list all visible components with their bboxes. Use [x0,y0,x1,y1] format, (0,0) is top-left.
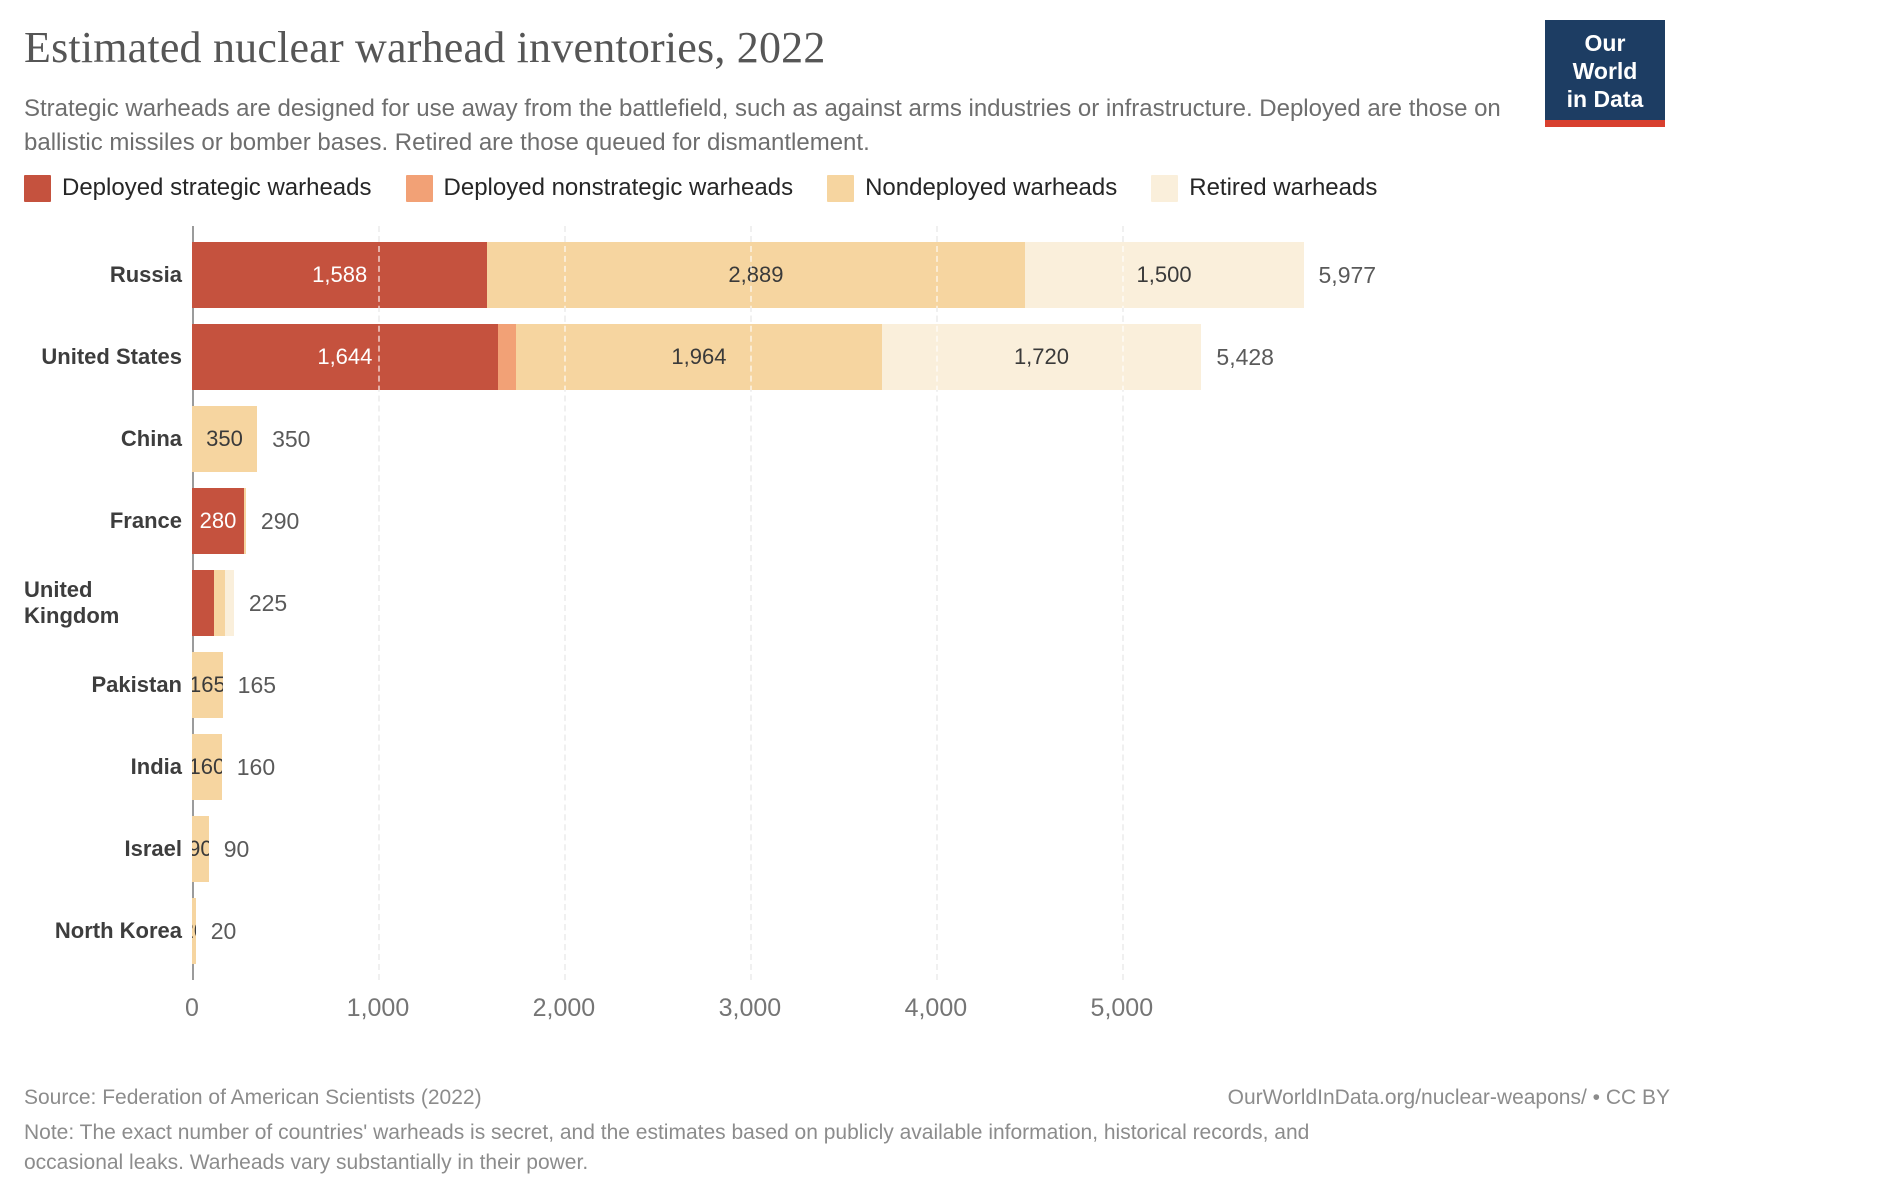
x-tick-label-2000: 2,000 [532,994,596,1022]
x-tick-label-3000: 3,000 [718,994,782,1022]
bar-segment-united-states-deployed_strategic: 1,644 [192,324,498,390]
bar-segment-value: 1,588 [312,262,368,287]
legend-item-deployed-0: Deployed strategic warheads [24,174,372,202]
country-label-united-states: United States [41,344,182,369]
bar-segment-united-kingdom-nondeployed [214,570,226,636]
bar-segment-united-states-nondeployed: 1,964 [516,324,882,390]
x-tick-label-0: 0 [185,994,199,1022]
chart-subtitle: Strategic warheads are designed for use … [24,95,1501,157]
bar-segment-china-nondeployed: 350 [192,406,258,472]
country-label-pakistan: Pakistan [91,672,183,697]
legend-label-retired: Retired warheads [1189,174,1378,201]
country-label-united-kingdom: United Kingdom [24,577,120,628]
chart-title: Estimated nuclear warhead inventories, 2… [24,23,826,72]
bar-segment-india-nondeployed: 160 [192,734,222,800]
bar-row-france: 280 [192,488,246,554]
bar-segment-united-states-retired: 1,720 [881,324,1202,390]
legend-swatch-deployed_strategic [24,174,51,202]
bar-segment-value: 165 [192,672,223,697]
legend-item-deployed-1: Deployed nonstrategic warheads [405,174,794,202]
footer-source: Source: Federation of American Scientist… [24,1086,482,1109]
bar-segment-value: 350 [206,426,243,451]
country-label-india: India [130,754,182,779]
bar-row-pakistan: 165 [192,652,223,718]
x-tick-label-4000: 4,000 [904,994,968,1022]
bar-segment-value: 90 [192,836,209,861]
bar-row-north-korea: 20 [192,898,196,964]
owid-logo-line2: in Data [1566,86,1644,113]
bar-segment-value: 1,644 [317,344,373,369]
bar-segment-value: 280 [199,508,237,533]
country-label-china: China [120,426,182,451]
legend-swatch-nondeployed [827,174,855,202]
bar-row-russia: 1,588 2,889 1,500 [192,242,1304,308]
bar-total-china: 350 [272,425,311,452]
legend-swatch-deployed_nonstrategic [405,174,433,202]
bar-segment-value: 20 [192,918,196,944]
bar-segment-value: 2,889 [728,262,784,287]
bar-segment-israel-nondeployed: 90 [192,816,209,882]
x-tick-label-1000: 1,000 [346,994,410,1022]
country-label-north-korea: North Korea [54,918,182,943]
bar-total-pakistan: 165 [237,671,277,698]
legend: Deployed strategic warheads Deployed nons… [24,174,1411,202]
bar-row-united-states: 1,644 1,964 1,720 [192,324,1202,390]
legend-label-deployed_strategic: Deployed strategic warheads [62,174,372,201]
owid-logo-line1: Our World [1572,30,1638,85]
owid-logo: Our World in Data [1545,20,1665,128]
bar-segment-united-kingdom-deployed_strategic [192,570,215,636]
bar-segment-pakistan-nondeployed: 165 [192,652,223,718]
bar-segment-russia-retired: 1,500 [1024,242,1304,308]
bar-total-united-kingdom: 225 [248,589,288,616]
bar-segment-russia-deployed_strategic: 1,588 [192,242,488,308]
bar-total-india: 160 [236,753,276,780]
bar-segment-france-nondeployed [244,488,246,554]
bar-segment-value: 1,720 [1013,344,1069,369]
bar-total-france: 290 [260,507,300,534]
bar-row-india: 160 [192,734,222,800]
footer-link[interactable]: OurWorldInData.org/nuclear-weapons/ • CC… [1227,1086,1670,1109]
x-tick-label-5000: 5,000 [1090,994,1154,1022]
bar-total-north-korea: 20 [210,917,237,944]
chart-area: 0 1,000 2,000 3,000 4,000 5,000 Russia 1,588 2,8… [24,226,1584,1056]
country-label-france: France [109,508,182,533]
bar-segment-value: 160 [192,754,222,779]
legend-label-nondeployed: Nondeployed warheads [865,174,1118,201]
bar-segment-united-kingdom-retired [225,570,234,636]
bar-row-china: 350 [192,406,258,472]
bar-segment-russia-nondeployed: 2,889 [487,242,1025,308]
legend-swatch-retired [1151,174,1179,202]
legend-item-retired-3: Retired warheads [1151,174,1377,202]
footer-note: Note: The exact number of countries' war… [24,1121,1310,1174]
legend-label-deployed_nonstrategic: Deployed nonstrategic warheads [443,174,794,201]
country-label-russia: Russia [109,262,182,287]
bar-total-united-states: 5,428 [1216,343,1274,370]
bar-segment-france-deployed_strategic: 280 [192,488,245,554]
legend-item-nondeployed-2: Nondeployed warheads [827,174,1117,202]
bar-total-israel: 90 [223,835,250,862]
bar-total-russia: 5,977 [1318,261,1377,288]
bar-row-israel: 90 [192,816,209,882]
bar-segment-north-korea-nondeployed: 20 [192,898,196,964]
bar-row-united-kingdom [192,570,234,636]
country-label-israel: Israel [124,836,183,861]
bar-segment-value: 1,964 [671,344,727,369]
bar-segment-united-states-deployed_nonstrategic [497,324,517,390]
bar-segment-value: 1,500 [1136,262,1192,287]
